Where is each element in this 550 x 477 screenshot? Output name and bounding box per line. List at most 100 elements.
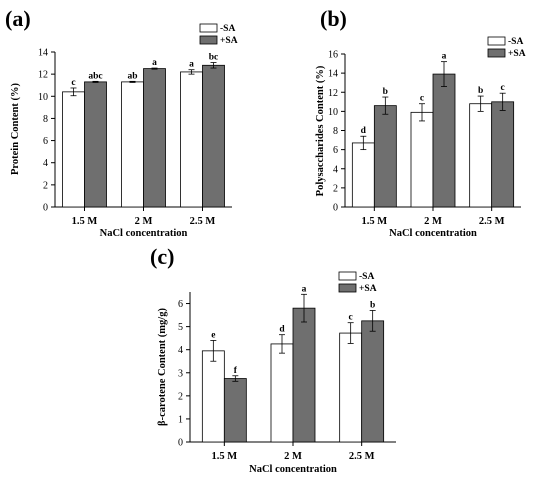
- x-axis-label: NaCl concentration: [249, 464, 337, 475]
- y-tick-label: 4: [178, 345, 183, 356]
- bar-plus-sa: [84, 81, 107, 208]
- bar-minus-sa: [121, 81, 144, 208]
- x-tick-label: 2.5 M: [479, 216, 505, 227]
- significance-letter: a: [152, 58, 157, 68]
- significance-letter: b: [478, 86, 483, 96]
- legend-swatch: [199, 23, 218, 33]
- y-tick-label: 12: [38, 70, 48, 81]
- significance-letter: c: [501, 83, 505, 93]
- bar-plus-sa: [491, 101, 515, 208]
- legend-label: +SA: [359, 284, 377, 294]
- significance-letter: ab: [127, 71, 137, 81]
- y-tick-label: 3: [178, 368, 183, 379]
- y-tick-label: 0: [333, 203, 338, 214]
- significance-letter: a: [302, 284, 307, 294]
- bar-plus-sa: [432, 73, 456, 208]
- legend-item: -SA: [199, 23, 235, 34]
- y-tick-label: 5: [178, 322, 183, 333]
- y-tick-label: 2: [43, 180, 48, 191]
- significance-letter: c: [349, 313, 353, 323]
- x-axis-label: NaCl concentration: [100, 228, 188, 239]
- y-tick-label: 8: [43, 114, 48, 125]
- legend-swatch: [338, 271, 357, 281]
- bar-plus-sa: [373, 105, 397, 208]
- y-axis-label: β-carotene Content (mg/g): [157, 308, 168, 426]
- y-tick-label: 14: [328, 69, 338, 80]
- legend-item: +SA: [338, 283, 377, 294]
- y-tick-label: 0: [43, 203, 48, 214]
- legend-item: -SA: [487, 36, 523, 47]
- bar-minus-sa: [180, 71, 203, 208]
- significance-letter: b: [370, 300, 375, 310]
- legend-swatch: [487, 36, 506, 46]
- legend-label: +SA: [508, 49, 526, 59]
- y-tick-label: 6: [178, 299, 183, 310]
- significance-letter: d: [361, 126, 367, 136]
- y-axis-label: Polysaccharides Content (%): [315, 65, 326, 196]
- x-tick-label: 2 M: [424, 216, 442, 227]
- y-tick-label: 8: [333, 126, 338, 137]
- x-tick-label: 2 M: [284, 451, 302, 462]
- legend-label: -SA: [359, 272, 374, 282]
- bar-minus-sa: [270, 343, 294, 443]
- significance-letter: bc: [209, 53, 219, 63]
- legend-label: -SA: [508, 37, 523, 47]
- bar-plus-sa: [292, 307, 316, 443]
- y-tick-label: 14: [38, 48, 48, 59]
- y-tick-label: 1: [178, 414, 183, 425]
- significance-letter: c: [420, 94, 424, 104]
- y-axis-label: Protein Content (%): [10, 83, 21, 175]
- y-tick-label: 10: [328, 107, 338, 118]
- panel-label: (a): [5, 6, 31, 31]
- x-axis-label: NaCl concentration: [389, 228, 477, 239]
- significance-letter: c: [71, 78, 75, 88]
- bar-minus-sa: [62, 91, 85, 208]
- panel-label: (c): [150, 244, 174, 269]
- x-tick-label: 1.5 M: [72, 216, 98, 227]
- chart-panel-1: (a) 0 2 4 6 8 10 12 14 Protein Content (%) 1.5 M c a…: [5, 6, 238, 239]
- significance-letter: a: [442, 52, 447, 62]
- legend-label: -SA: [220, 24, 235, 34]
- x-tick-label: 1.5 M: [361, 216, 387, 227]
- x-tick-label: 2.5 M: [349, 451, 375, 462]
- significance-letter: d: [279, 325, 285, 335]
- significance-letter: abc: [88, 71, 102, 81]
- significance-letter: b: [383, 87, 388, 97]
- y-tick-label: 6: [333, 145, 338, 156]
- legend-swatch: [338, 283, 357, 293]
- y-tick-label: 4: [43, 158, 48, 169]
- bar-minus-sa: [469, 103, 493, 208]
- bar-plus-sa: [202, 64, 225, 208]
- y-tick-label: 2: [333, 183, 338, 194]
- bar-minus-sa: [410, 111, 434, 208]
- x-tick-label: 2.5 M: [190, 216, 216, 227]
- bar-plus-sa: [223, 378, 247, 443]
- bar-plus-sa: [143, 68, 166, 208]
- y-tick-label: 6: [43, 136, 48, 147]
- significance-letter: f: [234, 366, 238, 376]
- y-tick-label: 2: [178, 391, 183, 402]
- legend-item: -SA: [338, 271, 374, 282]
- y-tick-label: 16: [328, 50, 338, 61]
- legend-label: +SA: [220, 36, 238, 46]
- legend-swatch: [487, 48, 506, 58]
- bar-minus-sa: [201, 350, 225, 443]
- chart-panel-3: (c) 0 1 2 3 4 5 6 β-carotene Content (mg/g) 1.5 M…: [150, 244, 396, 475]
- significance-letter: a: [189, 60, 194, 70]
- y-tick-label: 10: [38, 92, 48, 103]
- legend-item: +SA: [487, 48, 526, 59]
- bar-plus-sa: [361, 320, 385, 443]
- bar-minus-sa: [351, 142, 375, 208]
- x-tick-label: 1.5 M: [211, 451, 237, 462]
- significance-letter: e: [211, 330, 215, 340]
- legend-swatch: [199, 35, 218, 45]
- y-tick-label: 12: [328, 88, 338, 99]
- y-tick-label: 0: [178, 438, 183, 449]
- y-tick-label: 4: [333, 164, 338, 175]
- legend-item: +SA: [199, 35, 238, 46]
- bar-minus-sa: [339, 332, 363, 443]
- x-tick-label: 2 M: [135, 216, 153, 227]
- panel-label: (b): [320, 6, 347, 31]
